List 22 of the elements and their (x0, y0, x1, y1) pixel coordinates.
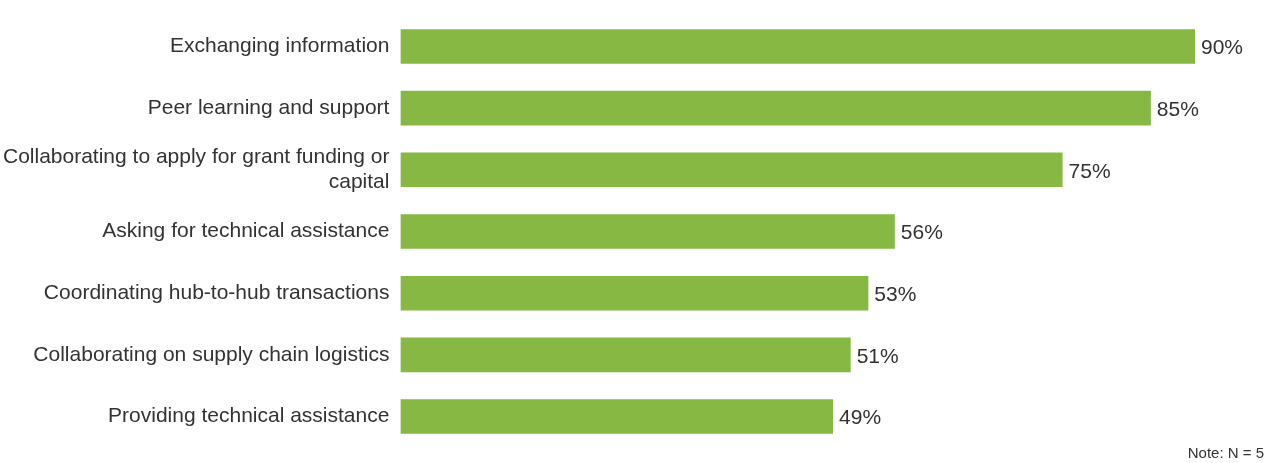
data-label: 49% (839, 405, 882, 429)
data-label: 53% (874, 281, 917, 305)
bar (400, 337, 851, 373)
y-tick-label: Peer learning and support (147, 94, 390, 118)
bar (400, 275, 869, 311)
bar (400, 152, 1063, 188)
y-tick-label: Exchanging information (169, 33, 390, 57)
bar (400, 214, 895, 249)
bar (400, 90, 1151, 126)
bar (400, 29, 1195, 64)
y-tick-label: Providing technical assistance (108, 403, 390, 427)
data-label: 51% (856, 343, 899, 367)
y-tick-label: Coordinating hub-to-hub transactions (43, 279, 390, 303)
y-tick-label: Collaborating on supply chain logistics (33, 341, 390, 365)
annotation: Note: N = 5 (1187, 443, 1264, 461)
y-tick-label: Asking for technical assistance (102, 218, 390, 242)
data-label: 56% (900, 220, 943, 244)
data-label: 75% (1068, 158, 1111, 182)
bar (400, 399, 834, 434)
y-tick-label: Collaborating to apply for grant funding or capital (2, 144, 390, 193)
data-label: 85% (1156, 96, 1199, 120)
data-label: 90% (1201, 35, 1244, 59)
